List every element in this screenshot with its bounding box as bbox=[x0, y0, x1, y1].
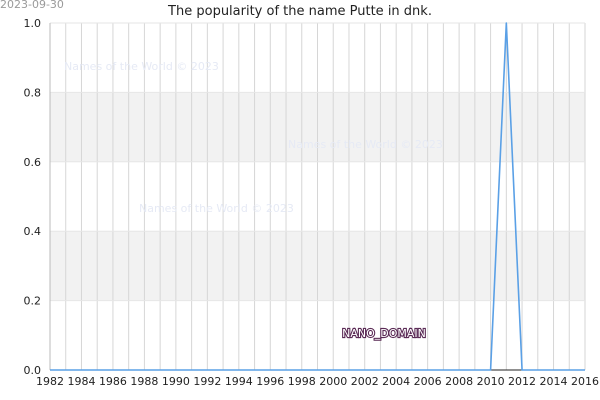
x-tick-1982: 1982 bbox=[36, 375, 64, 388]
x-tick-1998: 1998 bbox=[288, 375, 316, 388]
x-tick-1988: 1988 bbox=[130, 375, 158, 388]
y-tick-4: 0.8 bbox=[24, 86, 42, 99]
x-tick-labels: 1982 1984 1986 1988 1990 1992 1994 1996 1998 2000… bbox=[36, 375, 599, 388]
x-tick-1990: 1990 bbox=[162, 375, 190, 388]
x-tick-2010: 2010 bbox=[477, 375, 505, 388]
stamp-date: 2023-09-30 bbox=[0, 0, 64, 11]
x-tick-1994: 1994 bbox=[225, 375, 253, 388]
watermarks: Names of the World © 2023 Names of the Wo… bbox=[64, 60, 443, 215]
x-tick-1986: 1986 bbox=[99, 375, 127, 388]
y-tick-5: 1.0 bbox=[24, 17, 42, 30]
x-tick-2016: 2016 bbox=[571, 375, 599, 388]
x-tick-2000: 2000 bbox=[319, 375, 347, 388]
chart-title: The popularity of the name Putte in dnk. bbox=[167, 4, 432, 19]
watermark-0: Names of the World © 2023 bbox=[64, 60, 219, 73]
series-line-0 bbox=[50, 22, 585, 371]
y-tick-0: 0.0 bbox=[24, 364, 42, 377]
x-tick-2008: 2008 bbox=[445, 375, 473, 388]
x-tick-1992: 1992 bbox=[193, 375, 221, 388]
y-tick-labels: 0.0 0.2 0.4 0.6 0.8 1.0 bbox=[24, 17, 42, 377]
y-tick-2: 0.4 bbox=[24, 225, 42, 238]
x-tick-2014: 2014 bbox=[540, 375, 568, 388]
vertical-gridlines bbox=[49, 23, 586, 370]
x-tick-2012: 2012 bbox=[508, 375, 536, 388]
watermark-2: Names of the World © 2023 bbox=[139, 202, 294, 215]
x-tick-2002: 2002 bbox=[351, 375, 379, 388]
x-tick-1996: 1996 bbox=[256, 375, 284, 388]
series-layer bbox=[50, 22, 585, 371]
x-tick-2004: 2004 bbox=[382, 375, 410, 388]
x-tick-2006: 2006 bbox=[414, 375, 442, 388]
y-tick-1: 0.2 bbox=[24, 295, 42, 308]
domain-label: NANO_DOMAIN bbox=[342, 327, 426, 340]
y-tick-3: 0.6 bbox=[24, 156, 42, 169]
x-tick-1984: 1984 bbox=[67, 375, 95, 388]
watermark-1: Names of the World © 2023 bbox=[288, 138, 443, 151]
